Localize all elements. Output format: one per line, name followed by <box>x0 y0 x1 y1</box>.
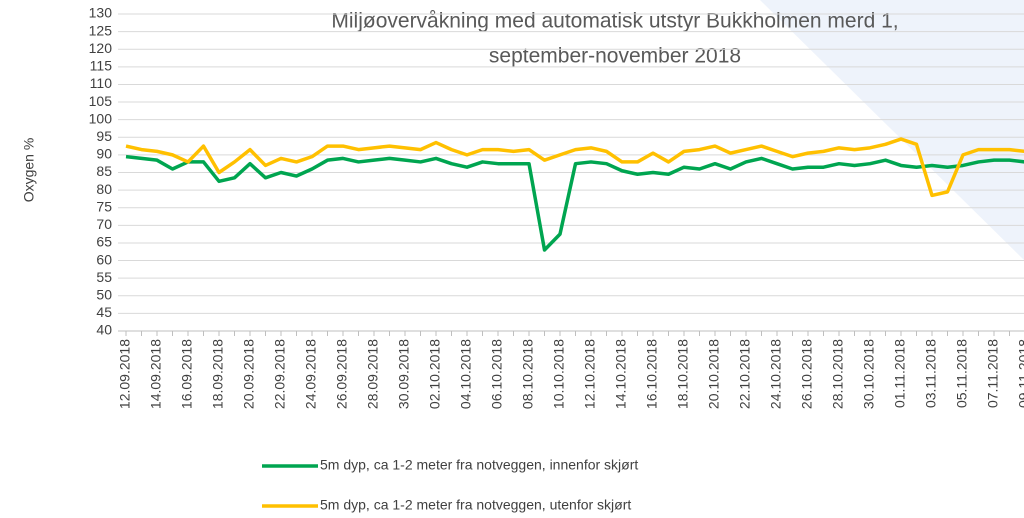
x-tick-label: 04.10.2018 <box>458 339 474 409</box>
y-tick-label: 55 <box>96 269 112 285</box>
y-tick-label: 65 <box>96 234 112 250</box>
y-tick-label: 110 <box>90 75 113 91</box>
x-tick-label: 10.10.2018 <box>551 339 567 409</box>
x-tick-label: 16.09.2018 <box>179 339 195 409</box>
y-tick-label: 105 <box>89 93 113 109</box>
x-tick-label: 03.11.2018 <box>923 339 939 408</box>
y-tick-label: 45 <box>96 304 112 320</box>
x-tick-label: 01.11.2018 <box>892 339 908 408</box>
x-tick-label: 28.09.2018 <box>365 339 381 409</box>
y-tick-label: 50 <box>96 286 112 302</box>
x-tick-label: 06.10.2018 <box>489 339 505 409</box>
x-tick-label: 14.09.2018 <box>148 339 164 409</box>
x-tick-label: 07.11.2018 <box>985 339 1001 408</box>
x-tick-label: 30.10.2018 <box>861 339 877 409</box>
x-tick-label: 12.10.2018 <box>582 339 598 409</box>
x-tick-label: 26.10.2018 <box>799 339 815 409</box>
x-tick-label: 16.10.2018 <box>644 339 660 409</box>
x-tick-label: 24.09.2018 <box>303 339 319 409</box>
background-shape <box>760 0 1024 260</box>
chart-title: september-november 2018 <box>489 45 741 68</box>
y-tick-label: 115 <box>90 58 113 74</box>
x-tick-label: 12.09.2018 <box>117 339 133 409</box>
x-tick-label: 22.10.2018 <box>737 339 753 409</box>
line-series <box>125 137 1024 198</box>
y-tick-label: 125 <box>89 22 113 38</box>
x-tick-label: 18.10.2018 <box>675 339 691 409</box>
x-tick-label: 18.09.2018 <box>210 339 226 409</box>
x-tick-label: 22.09.2018 <box>272 339 288 409</box>
y-tick-label: 40 <box>96 322 112 338</box>
y-axis-label: Oxygen % <box>21 138 37 203</box>
x-tick-label: 08.10.2018 <box>520 339 536 409</box>
y-tick-label: 120 <box>89 40 113 56</box>
line-series <box>125 154 1024 252</box>
x-tick-label: 14.10.2018 <box>613 339 629 409</box>
y-tick-label: 60 <box>96 251 112 267</box>
x-tick-label: 20.09.2018 <box>241 339 257 409</box>
x-tick-label: 24.10.2018 <box>768 339 784 409</box>
y-tick-label: 90 <box>96 146 112 162</box>
y-tick-label: 100 <box>89 110 113 126</box>
x-tick-label: 20.10.2018 <box>706 339 722 409</box>
x-tick-label: 09.11.2018 <box>1016 339 1024 408</box>
y-tick-label: 80 <box>96 181 112 197</box>
y-tick-label: 75 <box>96 198 112 214</box>
x-tick-label: 26.09.2018 <box>334 339 350 409</box>
legend-label: 5m dyp, ca 1-2 meter fra notveggen, uten… <box>320 497 631 513</box>
y-tick-label: 85 <box>96 163 112 179</box>
chart-title: Miljøovervåkning med automatisk utstyr B… <box>331 10 898 33</box>
y-tick-label: 70 <box>96 216 112 232</box>
x-tick-label: 30.09.2018 <box>396 339 412 409</box>
x-tick-label: 28.10.2018 <box>830 339 846 409</box>
x-tick-label: 02.10.2018 <box>427 339 443 409</box>
legend-label: 5m dyp, ca 1-2 meter fra notveggen, inne… <box>320 457 638 473</box>
x-tick-label: 05.11.2018 <box>954 339 970 408</box>
y-tick-label: 130 <box>89 5 113 21</box>
y-tick-label: 95 <box>96 128 112 144</box>
